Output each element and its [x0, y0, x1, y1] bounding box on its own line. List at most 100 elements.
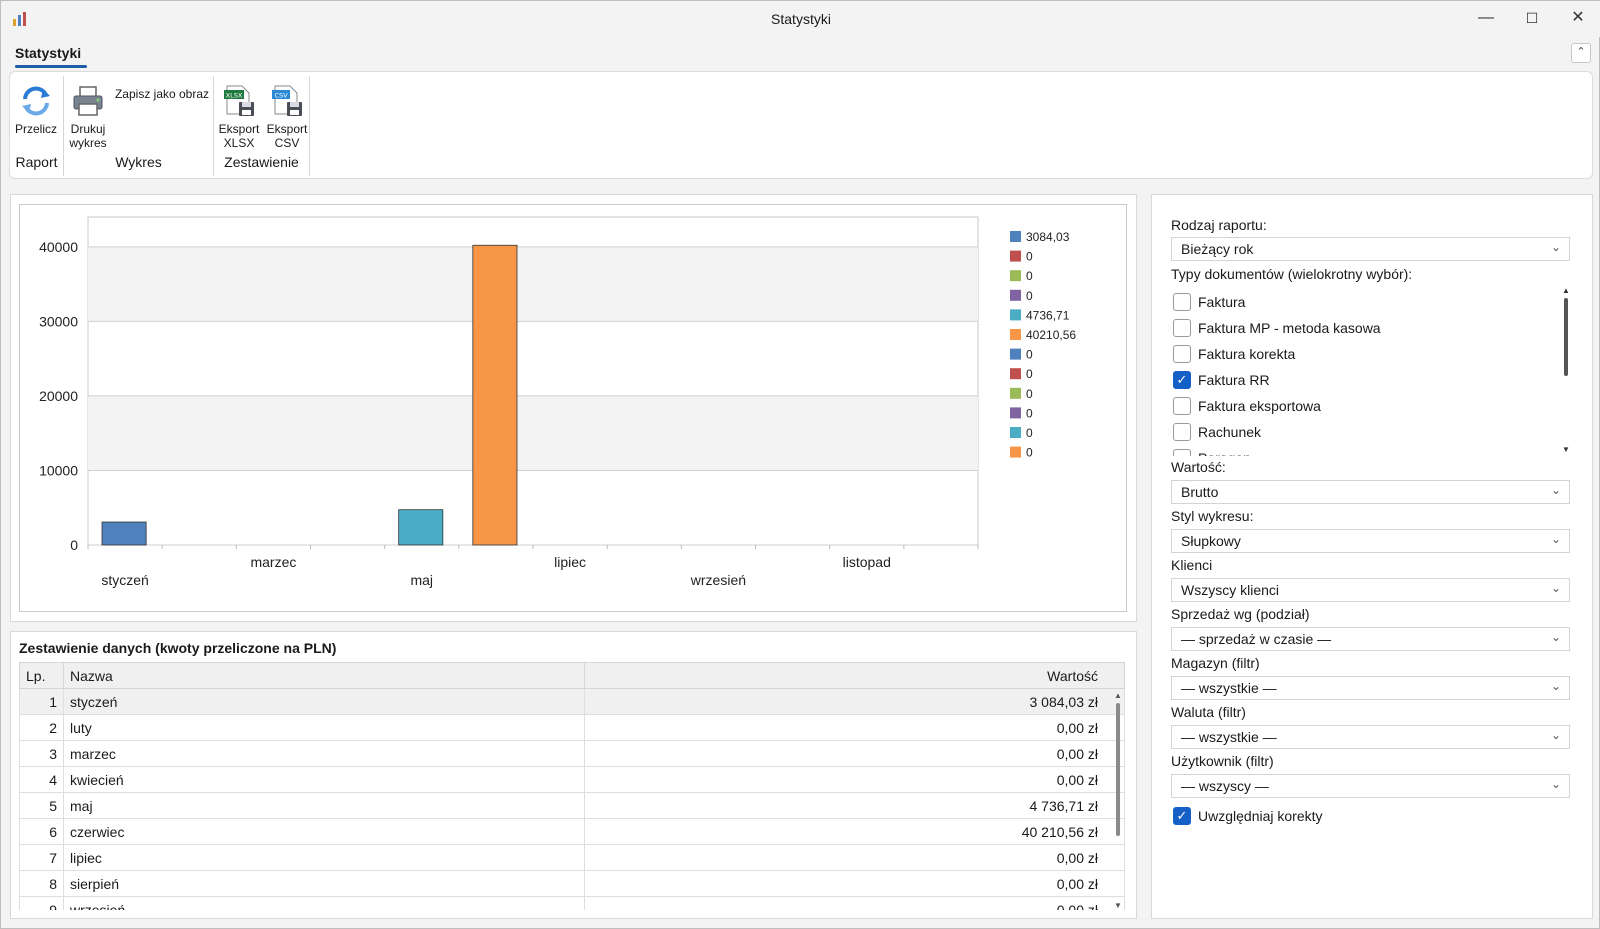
- scroll-thumb[interactable]: [1116, 703, 1120, 836]
- table-row[interactable]: 5 maj 4 736,71 zł: [19, 792, 1125, 819]
- close-button[interactable]: ✕: [1571, 9, 1585, 26]
- table-row[interactable]: 2 luty 0,00 zł: [19, 714, 1125, 741]
- legend-label: 40210,56: [1026, 328, 1076, 342]
- row-lp: 7: [19, 844, 64, 871]
- maximize-button[interactable]: ☐: [1525, 10, 1539, 26]
- drukuj-wykres-button[interactable]: Drukuj wykres: [66, 84, 110, 150]
- bar: [101, 521, 147, 546]
- row-wartosc: 0,00 zł: [584, 844, 1125, 871]
- przelicz-label: Przelicz: [14, 122, 57, 136]
- row-lp: 1: [19, 688, 64, 715]
- minimize-button[interactable]: —: [1478, 9, 1494, 26]
- warehouse-label: Magazyn (filtr): [1171, 655, 1260, 671]
- sales-by-select[interactable]: — sprzedaż w czasie — ⌄: [1171, 627, 1570, 651]
- table-row[interactable]: 7 lipiec 0,00 zł: [19, 844, 1125, 871]
- checkbox-box[interactable]: [1173, 293, 1191, 311]
- user-select[interactable]: — wszyscy — ⌄: [1171, 774, 1570, 798]
- eksport-xlsx-button[interactable]: XLSX Eksport XLSX: [216, 84, 262, 150]
- svg-text:XLSX: XLSX: [226, 92, 243, 100]
- table-row[interactable]: 8 sierpień 0,00 zł: [19, 870, 1125, 897]
- ribbon-group-label: Raport: [15, 154, 58, 170]
- chart-style-select[interactable]: Słupkowy ⌄: [1171, 529, 1570, 553]
- user-value: — wszyscy —: [1181, 778, 1269, 794]
- legend-label: 3084,03: [1026, 230, 1070, 244]
- row-lp: 2: [19, 714, 64, 741]
- chevron-down-icon: ⌄: [1550, 728, 1561, 742]
- currency-select[interactable]: — wszystkie — ⌄: [1171, 725, 1570, 749]
- x-tick-label: listopad: [843, 554, 891, 570]
- col-header-nazwa[interactable]: Nazwa: [63, 662, 585, 689]
- value-select[interactable]: Brutto ⌄: [1171, 480, 1570, 504]
- table-row[interactable]: 3 marzec 0,00 zł: [19, 740, 1125, 767]
- table-row[interactable]: 1 styczeń 3 084,03 zł: [19, 688, 1125, 715]
- row-lp: 4: [19, 766, 64, 793]
- row-nazwa: maj: [63, 792, 585, 819]
- doc-types-scrollbar[interactable]: ▲ ▼: [1561, 286, 1571, 456]
- row-lp: 8: [19, 870, 64, 897]
- checkbox-box[interactable]: [1173, 319, 1191, 337]
- przelicz-button[interactable]: Przelicz: [10, 84, 62, 136]
- eksport-xlsx-label: Eksport XLSX: [218, 122, 260, 150]
- checkmark-icon[interactable]: ✓: [1173, 371, 1191, 389]
- eksport-csv-button[interactable]: CSV Eksport CSV: [264, 84, 310, 150]
- zapisz-jako-obraz-button[interactable]: Zapisz jako obraz: [112, 87, 212, 101]
- col-header-wartosc[interactable]: Wartość: [584, 662, 1125, 689]
- table-row[interactable]: 9 wrzesień 0,00 zł: [19, 896, 1125, 910]
- checkbox-box[interactable]: [1173, 423, 1191, 441]
- clients-select[interactable]: Wszyscy klienci ⌄: [1171, 578, 1570, 602]
- checkbox-box[interactable]: [1173, 397, 1191, 415]
- ribbon-group-zestawienie: XLSX Eksport XLSX CSV Eksport CSV: [214, 76, 310, 176]
- doc-types-label: Typy dokumentów (wielokrotny wybór):: [1171, 266, 1413, 282]
- ribbon-group-raport: Przelicz Raport: [10, 76, 64, 176]
- col-header-lp[interactable]: Lp.: [19, 662, 64, 689]
- xlsx-save-icon: XLSX: [224, 85, 254, 116]
- row-wartosc: 4 736,71 zł: [584, 792, 1125, 819]
- scroll-up-icon[interactable]: ▲: [1562, 286, 1570, 295]
- table-row[interactable]: 6 czerwiec 40 210,56 zł: [19, 818, 1125, 845]
- tab-statystyki[interactable]: Statystyki: [15, 45, 82, 61]
- checkmark-icon[interactable]: ✓: [1173, 807, 1191, 825]
- warehouse-select[interactable]: — wszystkie — ⌄: [1171, 676, 1570, 700]
- checkbox-box[interactable]: [1173, 345, 1191, 363]
- y-tick-label: 10000: [39, 462, 78, 478]
- doc-type-label: Faktura korekta: [1198, 346, 1296, 362]
- doc-type-label: Rachunek: [1198, 424, 1262, 440]
- currency-label: Waluta (filtr): [1171, 704, 1246, 720]
- row-wartosc: 3 084,03 zł: [584, 688, 1125, 715]
- table-row[interactable]: 4 kwiecień 0,00 zł: [19, 766, 1125, 793]
- value-label: Wartość:: [1171, 459, 1226, 475]
- doc-types-list: Faktura Faktura MP - metoda kasowa Faktura…: [1171, 286, 1551, 456]
- legend-swatch: [1010, 387, 1021, 399]
- checkbox-box[interactable]: [1173, 449, 1191, 456]
- row-wartosc: 0,00 zł: [584, 740, 1125, 767]
- scroll-thumb[interactable]: [1564, 298, 1568, 376]
- report-type-select[interactable]: Bieżący rok ⌄: [1171, 237, 1570, 261]
- ribbon-group-wykres: Drukuj wykres Zapisz jako obraz Wykres: [64, 76, 214, 176]
- legend-swatch: [1010, 309, 1021, 321]
- row-wartosc: 0,00 zł: [584, 896, 1125, 910]
- eksport-csv-label: Eksport CSV: [266, 122, 308, 150]
- scroll-up-icon[interactable]: ▲: [1114, 691, 1122, 700]
- scroll-down-icon[interactable]: ▼: [1562, 445, 1570, 454]
- chart-style-label: Styl wykresu:: [1171, 508, 1254, 524]
- chevron-down-icon: ⌄: [1550, 679, 1561, 693]
- printer-icon: [73, 86, 103, 116]
- collapse-ribbon-button[interactable]: ⌃: [1571, 43, 1591, 63]
- legend-swatch: [1010, 368, 1021, 380]
- title-bar: Statystyki — ☐ ✕: [1, 1, 1600, 37]
- chevron-down-icon: ⌄: [1550, 240, 1561, 254]
- bar: [398, 509, 444, 546]
- ribbon: Przelicz Raport Drukuj wykres Zapisz jak…: [9, 71, 1593, 179]
- row-nazwa: lipiec: [63, 844, 585, 871]
- include-corrections-label: Uwzględniaj korekty: [1198, 808, 1323, 824]
- report-type-value: Bieżący rok: [1181, 241, 1254, 257]
- row-nazwa: marzec: [63, 740, 585, 767]
- window-title: Statystyki: [771, 11, 831, 27]
- x-tick-label: wrzesień: [690, 572, 746, 588]
- legend-label: 0: [1026, 426, 1033, 440]
- grid-scrollbar[interactable]: ▲ ▼: [1113, 691, 1123, 910]
- csv-save-icon: CSV: [272, 85, 302, 116]
- row-lp: 3: [19, 740, 64, 767]
- scroll-down-icon[interactable]: ▼: [1114, 901, 1122, 910]
- currency-value: — wszystkie —: [1181, 729, 1277, 745]
